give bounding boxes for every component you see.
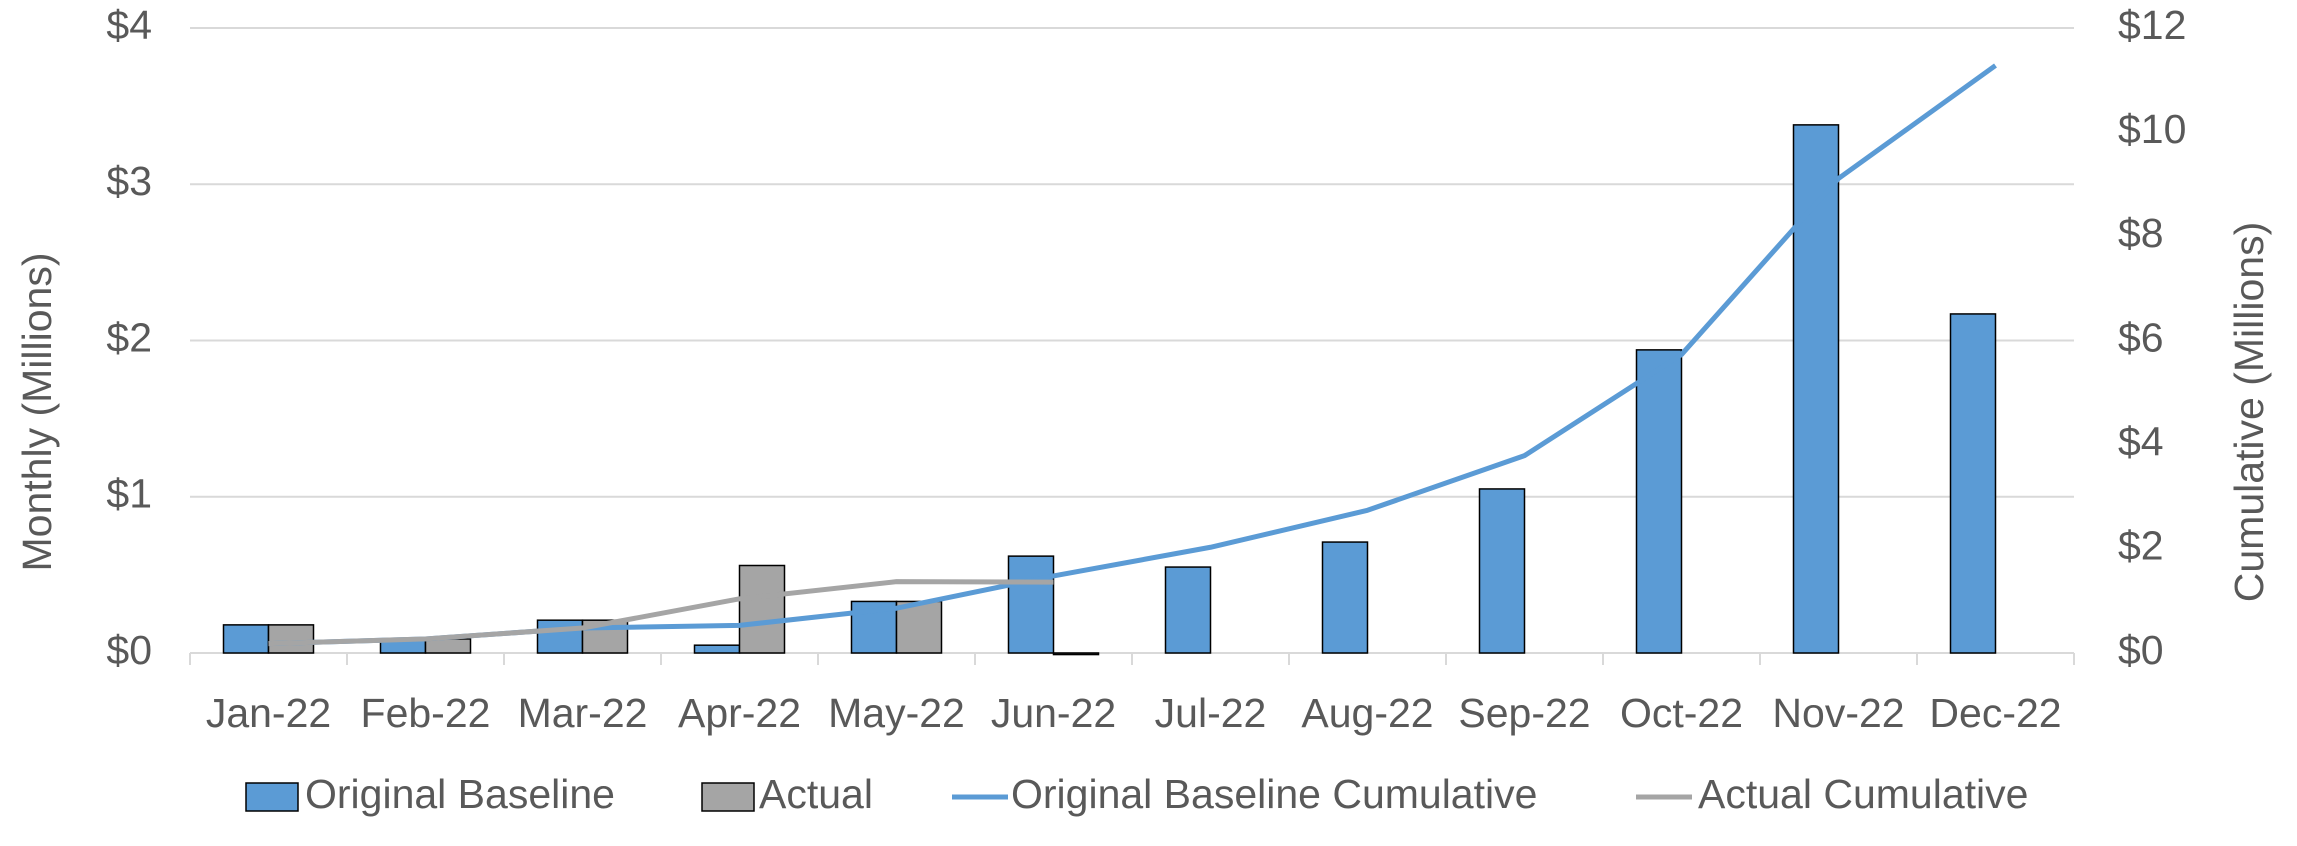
- y-tick-label: $1: [106, 471, 152, 517]
- y2-tick-label: $10: [2118, 106, 2186, 152]
- legend-label: Original Baseline: [305, 771, 615, 817]
- bar: [1052, 652, 1100, 656]
- y-tick-label: $2: [106, 314, 152, 360]
- bar: [222, 624, 270, 654]
- bar: [1635, 349, 1683, 654]
- x-tick-label: Nov-22: [1772, 690, 1904, 736]
- x-tick-label: Dec-22: [1929, 690, 2061, 736]
- x-tick-label: Jul-22: [1155, 690, 1267, 736]
- y-tick-label: $4: [106, 2, 152, 48]
- y-tick-label: $3: [106, 158, 152, 204]
- x-tick-label: Oct-22: [1620, 690, 1743, 736]
- y2-tick-label: $0: [2118, 627, 2164, 673]
- x-tick-label: Aug-22: [1301, 690, 1433, 736]
- y2-axis-label: Cumulative (Millions): [2226, 222, 2272, 602]
- bar: [693, 644, 741, 654]
- x-tick-label: Jun-22: [991, 690, 1116, 736]
- y2-tick-label: $8: [2118, 210, 2164, 256]
- y-tick-label: $0: [106, 627, 152, 673]
- bar: [1949, 313, 1997, 654]
- bar: [424, 638, 472, 654]
- bar: [1478, 488, 1526, 654]
- bar: [738, 564, 786, 654]
- bar: [1792, 124, 1840, 654]
- line: [268, 579, 1054, 647]
- y-axis-label: Monthly (Millions): [14, 253, 60, 572]
- bar: [267, 624, 315, 654]
- x-tick-label: Apr-22: [678, 690, 801, 736]
- bar: [1164, 566, 1212, 654]
- legend-swatch: [701, 782, 755, 812]
- x-tick-label: Mar-22: [518, 690, 648, 736]
- x-tick-label: Sep-22: [1458, 690, 1590, 736]
- bar: [1007, 555, 1055, 654]
- y2-tick-label: $2: [2118, 523, 2164, 569]
- legend-label: Actual Cumulative: [1698, 771, 2028, 817]
- y2-tick-label: $12: [2118, 2, 2186, 48]
- y2-tick-label: $6: [2118, 314, 2164, 360]
- legend-label: Original Baseline Cumulative: [1011, 771, 1537, 817]
- bar: [1321, 541, 1369, 654]
- x-tick-label: Feb-22: [361, 690, 491, 736]
- line: [268, 63, 1997, 647]
- x-tick-label: May-22: [828, 690, 965, 736]
- legend-swatch: [245, 782, 299, 812]
- y2-tick-label: $4: [2118, 418, 2164, 464]
- bar: [536, 619, 584, 654]
- legend-label: Actual: [759, 771, 873, 817]
- x-tick-label: Jan-22: [206, 690, 331, 736]
